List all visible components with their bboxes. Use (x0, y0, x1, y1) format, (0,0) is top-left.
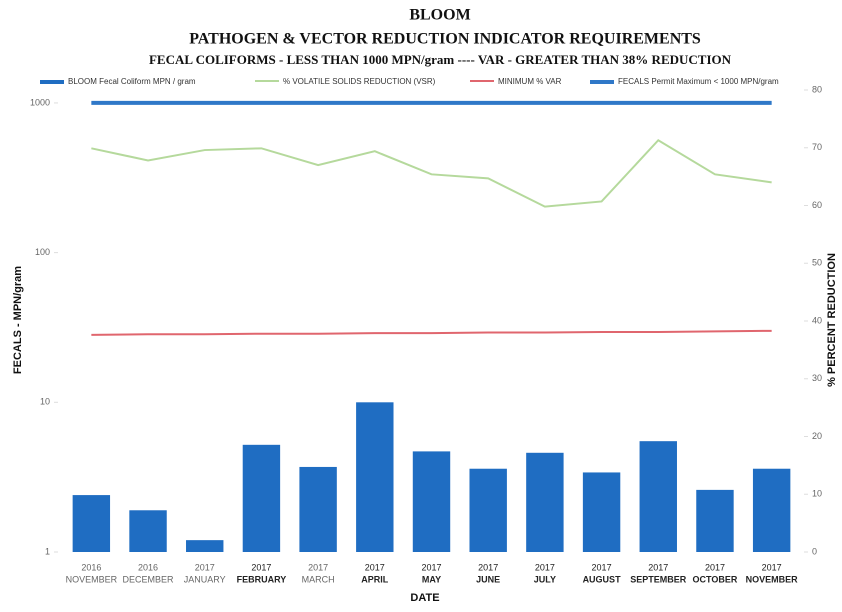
x-tick-label: 2016 (138, 562, 158, 572)
legend-swatch (40, 80, 64, 84)
x-tick-label: NOVEMBER (746, 574, 799, 584)
legend-swatch (590, 80, 614, 84)
y2-tick-label: 0 (812, 546, 817, 556)
x-tick-label: 2016 (81, 562, 101, 572)
line (91, 329, 772, 336)
x-tick-label: 2017 (762, 562, 782, 572)
x-axis-label: DATE (410, 592, 439, 604)
x-tick-label: DECEMBER (123, 574, 175, 584)
bar (469, 468, 507, 552)
x-tick-label: 2017 (421, 562, 441, 572)
y2-tick-label: 60 (812, 200, 822, 210)
bar (129, 510, 167, 552)
x-tick-label: JULY (534, 574, 556, 584)
bar (526, 452, 564, 552)
y-tick-label: 1000 (30, 97, 50, 107)
bar (299, 466, 337, 552)
chart-title: PATHOGEN & VECTOR REDUCTION INDICATOR RE… (189, 31, 701, 48)
y2-tick-label: 80 (812, 84, 822, 94)
y-tick-label: 1 (45, 546, 50, 556)
bar (186, 540, 224, 552)
x-tick-label: JANUARY (184, 574, 226, 584)
legend-label: MINIMUM % VAR (498, 77, 562, 86)
x-tick-label: 2017 (535, 562, 555, 572)
bar (356, 402, 394, 552)
bar (242, 444, 281, 552)
y2-tick-label: 70 (812, 142, 822, 152)
y2-tick-label: 40 (812, 315, 822, 325)
legend-label: FECALS Permit Maximum < 1000 MPN/gram (618, 77, 779, 86)
y2-axis-label: % PERCENT REDUCTION (826, 253, 838, 387)
x-tick-label: FEBRUARY (237, 574, 287, 584)
y-axis-label: FECALS - MPN/gram (12, 266, 24, 374)
x-tick-label: 2017 (251, 562, 271, 572)
x-tick-label: SEPTEMBER (630, 574, 687, 584)
x-tick-label: 2017 (195, 562, 215, 572)
y-tick-label: 100 (35, 247, 50, 257)
y2-tick-label: 20 (812, 431, 822, 441)
bar (582, 472, 621, 552)
x-tick-label: MARCH (302, 574, 335, 584)
legend-swatch (255, 80, 279, 82)
x-tick-label: AUGUST (583, 574, 622, 584)
y-tick-label: 10 (40, 397, 50, 407)
chart-title: BLOOM (409, 7, 470, 24)
bar (72, 495, 111, 552)
bar (752, 468, 791, 552)
chart-subtitle: FECAL COLIFORMS - LESS THAN 1000 MPN/gra… (149, 52, 732, 67)
x-tick-label: OCTOBER (693, 574, 738, 584)
x-tick-label: NOVEMBER (66, 574, 118, 584)
bar (696, 489, 734, 552)
legend-label: % VOLATILE SOLIDS REDUCTION (VSR) (283, 77, 436, 86)
x-tick-label: MAY (422, 574, 441, 584)
x-tick-label: 2017 (308, 562, 328, 572)
x-tick-label: JUNE (476, 574, 500, 584)
y2-tick-label: 10 (812, 489, 822, 499)
x-tick-label: 2017 (365, 562, 385, 572)
legend-label: BLOOM Fecal Coliform MPN / gram (68, 77, 196, 86)
x-tick-label: 2017 (705, 562, 725, 572)
y2-tick-label: 50 (812, 258, 822, 268)
x-tick-label: 2017 (592, 562, 612, 572)
legend-swatch (470, 80, 494, 82)
line (91, 138, 772, 208)
y2-tick-label: 30 (812, 373, 822, 383)
bar (412, 451, 451, 552)
x-tick-label: 2017 (648, 562, 668, 572)
bar (639, 441, 677, 552)
x-tick-label: APRIL (361, 574, 389, 584)
x-tick-label: 2017 (478, 562, 498, 572)
